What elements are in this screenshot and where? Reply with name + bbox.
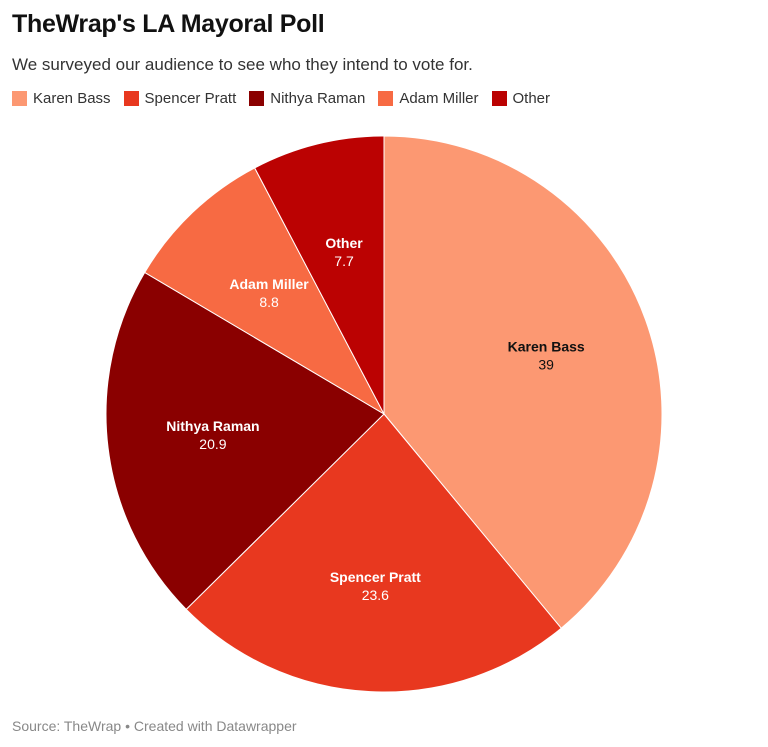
legend-item-karen-bass: Karen Bass	[12, 90, 111, 107]
slice-value-adam-miller: 8.8	[259, 294, 279, 310]
legend-item-nithya-raman: Nithya Raman	[249, 90, 365, 107]
slice-label-karen-bass: Karen Bass	[508, 339, 585, 355]
legend-swatch	[12, 91, 27, 106]
legend-label: Adam Miller	[399, 90, 479, 107]
pie-slice-spencer-pratt	[185, 413, 562, 693]
legend-label: Nithya Raman	[270, 90, 366, 107]
slice-label-other: Other	[325, 235, 363, 251]
slice-label-nithya-raman: Nithya Raman	[166, 418, 259, 434]
legend-label: Karen Bass	[33, 90, 111, 107]
pie-chart: Karen Bass 39 Spencer Pratt 23.6 Nithya Rama…	[105, 135, 663, 693]
pie-slice-nithya-raman	[105, 271, 385, 611]
legend-swatch	[491, 91, 507, 106]
slice-value-other: 7.7	[334, 253, 354, 269]
pie-slice-adam-miller	[144, 167, 386, 416]
legend: Karen Bass Spencer Pratt Nithya Raman Ad…	[12, 90, 563, 107]
source-footer: Source: TheWrap • Created with Datawrapp…	[12, 718, 297, 734]
legend-swatch	[378, 91, 394, 106]
legend-label: Spencer Pratt	[144, 90, 237, 107]
legend-item-adam-miller: Adam Miller	[378, 90, 479, 107]
pie-slice-karen-bass	[383, 135, 663, 629]
legend-item-other: Other	[491, 90, 551, 107]
slice-label-adam-miller: Adam Miller	[229, 276, 309, 292]
slice-value-spencer-pratt: 23.6	[362, 587, 389, 603]
legend-swatch	[123, 91, 139, 106]
legend-item-spencer-pratt: Spencer Pratt	[123, 90, 237, 107]
slice-value-nithya-raman: 20.9	[199, 436, 226, 452]
chart-subtitle: We surveyed our audience to see who they…	[12, 55, 473, 74]
legend-label: Other	[512, 90, 551, 107]
legend-swatch	[249, 91, 265, 106]
slice-value-karen-bass: 39	[538, 357, 554, 373]
chart-title: TheWrap's LA Mayoral Poll	[12, 10, 325, 38]
slice-label-spencer-pratt: Spencer Pratt	[330, 569, 421, 585]
pie-slice-other	[254, 135, 385, 415]
